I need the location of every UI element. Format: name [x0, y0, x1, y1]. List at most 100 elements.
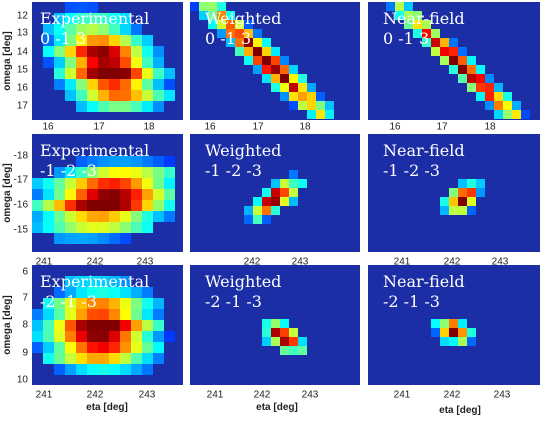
heatmap-cell — [458, 319, 467, 328]
x-tick-label: 242 — [87, 257, 104, 268]
heatmap-cell — [65, 79, 76, 90]
heatmap-cell — [131, 342, 142, 353]
heatmap-cell — [65, 320, 76, 331]
heatmap-cell — [153, 57, 164, 68]
heatmap-cell — [32, 320, 43, 331]
heatmap-cell — [76, 309, 87, 320]
heatmap-cell — [440, 328, 449, 337]
heatmap-cell — [280, 328, 289, 337]
heatmap-cell — [271, 337, 280, 346]
heatmap-cell — [32, 211, 43, 222]
heatmap-cell — [449, 38, 458, 47]
heatmap-cell — [98, 309, 109, 320]
y-tick-label: 15 — [17, 65, 29, 76]
heatmap-cell — [109, 353, 120, 364]
heatmap-cell — [76, 276, 87, 287]
heatmap-cell — [98, 167, 109, 178]
heatmap-cell — [298, 337, 307, 346]
heatmap-cell — [253, 65, 262, 74]
heatmap-cell — [76, 364, 87, 375]
panel-hkl: -1 -2 -3 — [40, 161, 97, 180]
heatmap-cell — [120, 233, 131, 244]
y-tick-label: 6 — [22, 267, 28, 278]
heatmap-cell — [76, 46, 87, 57]
y-tick-label: -15 — [14, 225, 29, 236]
heatmap-cell — [109, 46, 120, 57]
x-tick-label: 18 — [484, 122, 496, 133]
heatmap-cell — [109, 167, 120, 178]
heatmap-cell — [164, 90, 175, 101]
heatmap-cell — [109, 211, 120, 222]
y-tick-label: 14 — [17, 47, 29, 58]
heatmap-cell — [109, 200, 120, 211]
heatmap-cell — [76, 57, 87, 68]
heatmap-cell — [142, 309, 153, 320]
heatmap-cell — [65, 2, 76, 13]
heatmap-cell — [153, 320, 164, 331]
heatmap-cell — [43, 211, 54, 222]
heatmap-cell — [76, 211, 87, 222]
heatmap-cell — [32, 331, 43, 342]
heatmap-cell — [226, 29, 235, 38]
heatmap-cell — [109, 364, 120, 375]
heatmap-cell — [262, 47, 271, 56]
heatmap-cell — [98, 13, 109, 24]
heatmap-cell — [494, 83, 503, 92]
heatmap-cell — [131, 156, 142, 167]
heatmap-cell — [131, 364, 142, 375]
heatmap-cell — [289, 337, 298, 346]
heatmap-cell — [131, 222, 142, 233]
heatmap-cell — [43, 222, 54, 233]
heatmap-cell — [54, 331, 65, 342]
heatmap-cell — [131, 46, 142, 57]
heatmap-cell — [153, 298, 164, 309]
heatmap-cell — [43, 200, 54, 211]
panel-hkl: 0 -1 3 — [205, 29, 251, 48]
heatmap-cell — [298, 74, 307, 83]
heatmap-panel — [32, 2, 183, 120]
heatmap-cell — [109, 101, 120, 112]
heatmap-cell — [120, 167, 131, 178]
heatmap-cell — [217, 2, 226, 11]
heatmap-cell — [87, 13, 98, 24]
heatmap-cell — [120, 320, 131, 331]
heatmap-cell — [87, 57, 98, 68]
heatmap-cell — [43, 342, 54, 353]
heatmap-cell — [316, 110, 325, 119]
heatmap-cell — [280, 346, 289, 355]
heatmap-cell — [449, 188, 458, 197]
heatmap-cell — [467, 65, 476, 74]
heatmap-cell — [87, 320, 98, 331]
heatmap-cell — [422, 29, 431, 38]
heatmap-cell — [54, 35, 65, 46]
heatmap-cell — [76, 13, 87, 24]
heatmap-cell — [262, 188, 271, 197]
heatmap-cell — [164, 200, 175, 211]
y-tick-label: 8 — [22, 320, 28, 331]
x-tick-label: 18 — [143, 122, 155, 133]
heatmap-cell — [467, 179, 476, 188]
heatmap-cell — [386, 2, 395, 11]
heatmap-cell — [395, 11, 404, 20]
heatmap-cell — [142, 189, 153, 200]
heatmap-cell — [32, 200, 43, 211]
heatmap-cell — [271, 206, 280, 215]
heatmap-panel — [190, 2, 360, 120]
heatmap-cell — [494, 92, 503, 101]
heatmap-cell — [76, 35, 87, 46]
heatmap-cell — [458, 328, 467, 337]
heatmap-cell — [54, 320, 65, 331]
heatmap-cell — [43, 331, 54, 342]
heatmap-cell — [289, 170, 298, 179]
heatmap-cell — [109, 331, 120, 342]
heatmap-cell — [153, 353, 164, 364]
heatmap-cell — [120, 353, 131, 364]
heatmap-cell — [109, 156, 120, 167]
y-tick-label: 16 — [17, 83, 29, 94]
heatmap-cell — [153, 342, 164, 353]
heatmap-cell — [271, 83, 280, 92]
heatmap-cell — [244, 215, 253, 224]
heatmap-cell — [76, 2, 87, 13]
heatmap-cell — [54, 189, 65, 200]
